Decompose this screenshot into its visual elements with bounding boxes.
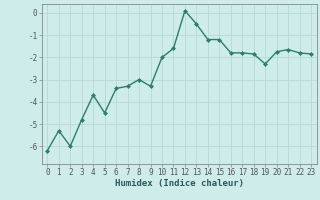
X-axis label: Humidex (Indice chaleur): Humidex (Indice chaleur) [115,179,244,188]
